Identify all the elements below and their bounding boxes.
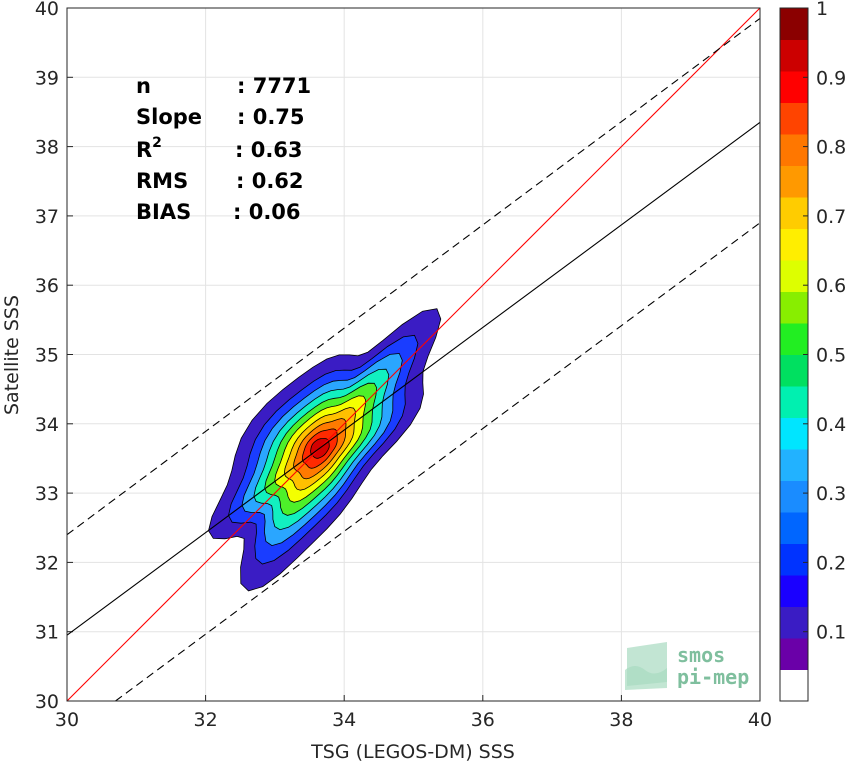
colorbar-segment — [780, 39, 808, 72]
colorbar-segment — [780, 165, 808, 198]
plot-frame — [66, 7, 761, 702]
x-tick-label: 34 — [332, 709, 356, 731]
logo-line2: pi-mep — [677, 665, 749, 689]
colorbar-segment — [780, 543, 808, 576]
stat-label: n — [136, 74, 151, 98]
colorbar-tick-label: 0.6 — [816, 275, 846, 297]
logo-line1: smos — [677, 643, 725, 667]
stat-value: : 0.63 — [235, 138, 303, 162]
stat-label: BIAS — [136, 200, 191, 224]
stat-label: RMS — [136, 169, 188, 193]
y-tick-label: 34 — [35, 414, 59, 436]
y-axis-label: Satellite SSS — [1, 295, 23, 415]
lower-bound-line — [115, 222, 760, 701]
x-tick-label: 36 — [471, 709, 495, 731]
identity-line — [67, 8, 760, 701]
colorbar-segment — [780, 606, 808, 639]
colorbar-tick-label: 0.4 — [816, 414, 846, 436]
colorbar-segment — [780, 260, 808, 292]
y-tick-label: 39 — [35, 67, 59, 89]
colorbar-tick-label: 0.5 — [816, 345, 846, 367]
colorbar-segment — [780, 197, 808, 229]
colorbar-segment — [780, 228, 808, 261]
colorbar-segment — [780, 323, 808, 355]
colorbar-segment — [780, 71, 808, 103]
colorbar-segment — [780, 102, 808, 135]
logo-wave-front — [625, 666, 667, 690]
regression-line — [67, 121, 760, 636]
colorbar-tick-label: 0.8 — [816, 137, 846, 159]
colorbar-segment — [780, 575, 808, 607]
colorbar-segment — [780, 638, 808, 670]
stat-value: : 7771 — [237, 74, 311, 98]
colorbar-segment — [780, 354, 808, 387]
reference-lines — [67, 8, 760, 701]
y-tick-label: 32 — [35, 552, 59, 574]
y-tick-label: 30 — [35, 691, 59, 713]
x-tick-label: 38 — [609, 709, 633, 731]
x-axis-label: TSG (LEGOS-DM) SSS — [310, 741, 515, 763]
stat-value: : 0.06 — [233, 200, 301, 224]
smos-pimep-logo: smos pi-mep — [625, 642, 749, 690]
x-tick-label: 30 — [55, 709, 79, 731]
colorbar-tick-label: 0.9 — [816, 67, 846, 89]
colorbar: 0.1 0.2 0.3 0.4 0.5 0.6 0.7 0.8 0.9 1 — [779, 0, 846, 702]
stat-label: Slope — [136, 105, 202, 129]
y-tick-label: 31 — [35, 622, 59, 644]
x-tick-label: 32 — [194, 709, 218, 731]
density-contours — [208, 308, 442, 592]
y-tick-label: 38 — [35, 137, 59, 159]
colorbar-segment — [780, 417, 808, 450]
colorbar-tick-label: 0.1 — [816, 622, 846, 644]
colorbar-segment — [780, 8, 808, 40]
colorbar-tick-label: 0.3 — [816, 483, 846, 505]
upper-bound-line — [67, 17, 760, 536]
colorbar-segment — [780, 512, 808, 544]
colorbar-tick-label: 0.2 — [816, 552, 846, 574]
y-tick-label: 35 — [35, 345, 59, 367]
colorbar-segment — [780, 669, 808, 702]
y-tick-label: 36 — [35, 275, 59, 297]
stat-superscript: 2 — [152, 135, 162, 151]
y-tick-labels: 30 31 32 33 34 35 36 37 38 39 40 — [35, 0, 59, 713]
y-tick-label: 40 — [35, 0, 59, 20]
colorbar-tick-label: 0.7 — [816, 206, 846, 228]
colorbar-tick-label: 1 — [816, 0, 828, 20]
x-tick-label: 40 — [748, 709, 772, 731]
colorbar-segment — [780, 480, 808, 513]
colorbar-segment — [780, 134, 808, 166]
x-tick-labels: 30 32 34 36 38 40 — [55, 709, 772, 731]
stat-value: : 0.75 — [237, 105, 305, 129]
colorbar-segment — [780, 449, 808, 481]
y-tick-label: 37 — [35, 206, 59, 228]
stat-value: : 0.62 — [236, 169, 304, 193]
y-tick-label: 33 — [35, 483, 59, 505]
colorbar-segment — [780, 291, 808, 324]
colorbar-segment — [780, 386, 808, 418]
